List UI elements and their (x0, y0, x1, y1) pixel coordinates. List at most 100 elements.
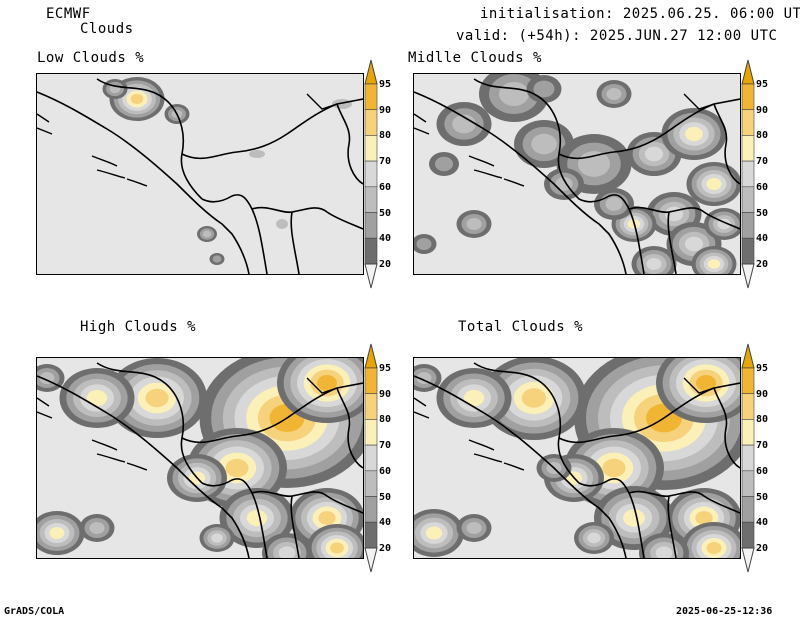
colorbar-label: 80 (379, 414, 392, 426)
cloud-cell (685, 126, 703, 142)
coastline (414, 375, 627, 558)
colorbar-label: 50 (756, 207, 769, 219)
cloud-cell (623, 509, 645, 527)
colorbar-segment (741, 186, 755, 213)
colorbar-label: 80 (756, 130, 769, 142)
colorbar-top-arrow (741, 343, 755, 369)
colorbar-segment (741, 470, 755, 497)
colorbar-label: 70 (756, 156, 769, 168)
colorbar-top-arrow (364, 59, 378, 85)
colorbar-segment (741, 160, 755, 188)
model-name: ECMWF (46, 6, 91, 22)
colorbar-segment (364, 496, 378, 523)
cloud-cell (466, 522, 482, 534)
map-low-clouds (36, 73, 364, 275)
colorbar-label: 70 (379, 440, 392, 452)
island-outline (503, 462, 525, 471)
colorbar-bottom-arrow (364, 547, 378, 573)
colorbar-bottom-arrow (741, 547, 755, 573)
island-outline (96, 453, 126, 463)
colorbar-segment (741, 212, 755, 239)
island-outline (37, 113, 50, 123)
colorbar-bottom-right: 95 90 80 70 60 50 40 20 (741, 342, 769, 574)
colorbar-label: 90 (379, 388, 392, 400)
colorbar-segment (741, 237, 755, 265)
colorbar-segment (741, 419, 755, 446)
country-border (336, 103, 363, 185)
product-name: Clouds (80, 21, 134, 37)
colorbar-segment (364, 419, 378, 446)
cloud-cell (202, 230, 212, 238)
island-outline (473, 453, 503, 463)
colorbar-label: 40 (756, 233, 769, 245)
colorbar-svg (364, 59, 378, 289)
country-border (667, 211, 677, 274)
map-svg (414, 74, 740, 274)
cloud-cell (89, 522, 105, 534)
init-time: initialisation: 2025.06.25. 06:00 UTC (480, 6, 800, 22)
colorbar-segment (364, 444, 378, 472)
colorbar-label: 40 (379, 517, 392, 529)
colorbar-segment (364, 135, 378, 162)
island-outline (37, 397, 50, 407)
cloud-cell (211, 533, 223, 543)
cloud-cell (39, 372, 55, 384)
island-outline (468, 155, 495, 167)
colorbar-label: 95 (379, 363, 392, 374)
colorbar-segment (741, 109, 755, 136)
panel-title-total: Total Clouds % (458, 319, 584, 335)
cloud-cell (416, 238, 432, 250)
island-outline (126, 178, 148, 187)
colorbar-label: 40 (756, 517, 769, 529)
country-border (578, 478, 645, 558)
island-outline (96, 169, 126, 179)
coastline (37, 375, 250, 558)
colorbar-label: 60 (379, 465, 392, 477)
country-border (667, 495, 677, 558)
cloud-cell (130, 93, 144, 105)
cloud-cell (531, 133, 557, 155)
colorbar-top-arrow (741, 59, 755, 85)
cloud-cell (696, 375, 716, 391)
cloud-cell (330, 542, 344, 554)
colorbar-label: 20 (379, 542, 392, 554)
cloud-cell (602, 458, 626, 478)
cloud-cell (706, 178, 722, 190)
colorbar-top-right: 95 90 80 70 60 50 40 20 (741, 58, 769, 290)
colorbar-segment (364, 83, 378, 111)
map-svg (414, 358, 740, 558)
map-svg (37, 358, 363, 558)
cloud-cell (278, 546, 296, 558)
island-outline (91, 439, 118, 451)
cloud-cell (416, 372, 432, 384)
country-border (713, 387, 740, 469)
footer-timestamp: 2025-06-25-12:36 (676, 606, 773, 617)
colorbar-label: 50 (379, 207, 392, 219)
cloud-cell (521, 388, 547, 408)
country-border (558, 382, 740, 444)
colorbar-segment (364, 393, 378, 420)
island-outline (503, 178, 525, 187)
colorbar-label: 40 (379, 233, 392, 245)
colorbar-segment (741, 135, 755, 162)
island-outline (473, 169, 503, 179)
cloud-cell (49, 527, 65, 539)
colorbar-label: 70 (756, 440, 769, 452)
cloud-cell (318, 511, 336, 525)
colorbar-svg (741, 343, 755, 573)
colorbar-segment (364, 470, 378, 497)
colorbar-label: 80 (756, 414, 769, 426)
cloud-cell (684, 236, 704, 252)
cloud-cell (707, 259, 721, 269)
colorbar-label: 60 (756, 465, 769, 477)
country-border (578, 194, 645, 274)
country-border (306, 377, 338, 394)
colorbar-segment (741, 496, 755, 523)
colorbar-label: 95 (756, 79, 769, 90)
colorbar-label: 60 (756, 181, 769, 193)
colorbar-segment (364, 367, 378, 395)
colorbar-segment (364, 237, 378, 265)
country-border (306, 93, 338, 110)
colorbar-segment (741, 444, 755, 472)
cloud-cell (587, 532, 601, 544)
